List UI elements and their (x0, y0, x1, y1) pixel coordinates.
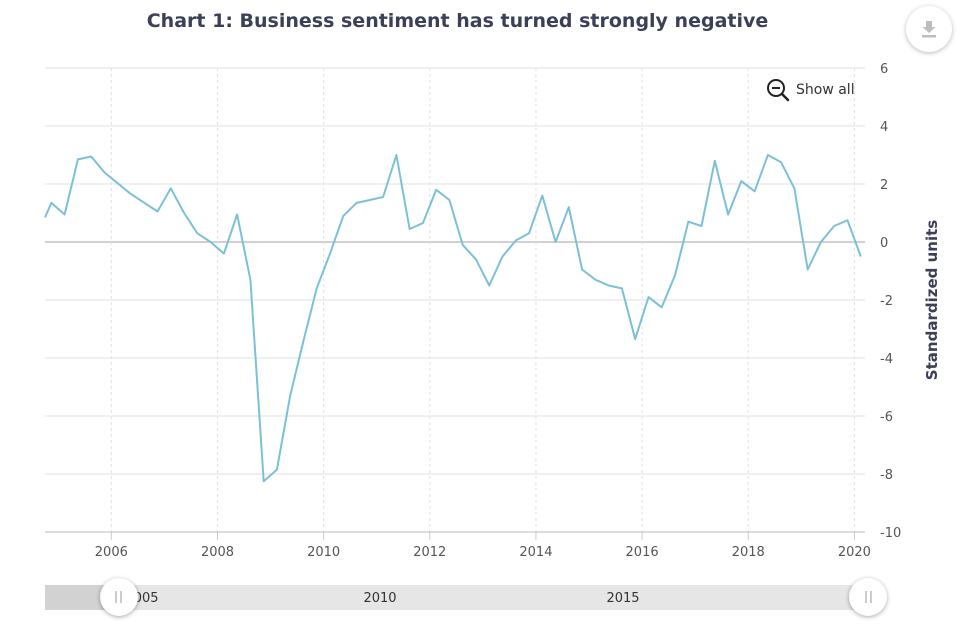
navigator-left-handle[interactable] (100, 578, 138, 616)
navigator-right-handle[interactable] (849, 578, 887, 616)
series-points (44, 154, 863, 483)
y-tick-label: 4 (880, 120, 888, 135)
show-all-label: Show all (796, 82, 855, 98)
x-tick-label: 2012 (413, 545, 446, 560)
y-tick-label: 6 (880, 62, 888, 77)
download-button[interactable] (906, 6, 952, 52)
y-axis-ticks: 6 4 2 0 -2 -4 -6 -8 -10 (880, 62, 901, 541)
range-navigator[interactable]: 2005 2010 2015 (45, 578, 887, 616)
grid-lines (45, 67, 865, 533)
x-tick-label: 2008 (201, 545, 234, 560)
x-tick-label: 2016 (626, 545, 659, 560)
navigator-label-2015: 2015 (606, 591, 639, 606)
x-tick-label: 2010 (307, 545, 340, 560)
y-tick-label: -10 (880, 526, 901, 541)
grip-handle-icon (115, 591, 122, 603)
x-tick-label: 2014 (519, 545, 552, 560)
navigator-label-2010: 2010 (363, 591, 396, 606)
chart-title: Chart 1: Business sentiment has turned s… (146, 10, 769, 32)
y-tick-label: -4 (880, 352, 893, 367)
navigator-track[interactable] (45, 585, 870, 610)
y-tick-label: -6 (880, 410, 893, 425)
y-tick-label: 0 (880, 236, 888, 251)
zoom-out-icon (767, 79, 790, 102)
y-tick-label: -2 (880, 294, 893, 309)
grip-handle-icon (865, 591, 872, 603)
download-icon (922, 21, 936, 38)
x-tick-label: 2018 (732, 545, 765, 560)
x-tick-label: 2020 (838, 545, 871, 560)
x-tick-label: 2006 (95, 545, 128, 560)
show-all-button[interactable]: Show all (766, 78, 855, 102)
y-axis-label: Standardized units (923, 220, 941, 380)
series-line-business-sentiment (44, 154, 862, 483)
y-tick-label: -8 (880, 468, 893, 483)
y-tick-label: 2 (880, 178, 888, 193)
x-axis-ticks: 2006 2008 2010 2012 2014 2016 2018 2020 (45, 531, 871, 560)
